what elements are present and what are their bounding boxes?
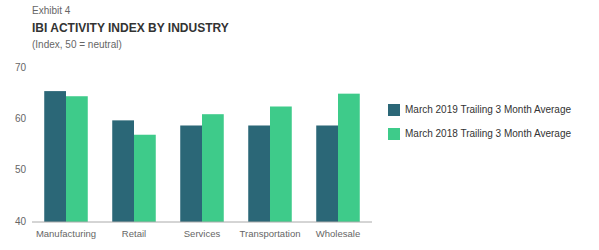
bar (44, 91, 66, 222)
bar (338, 94, 360, 222)
x-tick-label: Services (184, 228, 221, 239)
legend-swatch (388, 104, 400, 116)
subtitle: (Index, 50 = neutral) (32, 39, 122, 50)
x-tick-label: Retail (122, 228, 146, 239)
y-tick-label: 40 (15, 216, 27, 227)
y-tick-label: 70 (15, 62, 27, 73)
bar (180, 125, 202, 222)
y-tick-label: 50 (15, 164, 27, 175)
bars (44, 91, 360, 222)
bar (202, 114, 224, 222)
bar (316, 125, 338, 222)
bar (270, 107, 292, 223)
bar (248, 125, 270, 222)
chart-container: Exhibit 4 IBI ACTIVITY INDEX BY INDUSTRY (… (0, 0, 599, 250)
y-tick-label: 60 (15, 113, 27, 124)
x-tick-label: Wholesale (316, 228, 360, 239)
chart-svg: Exhibit 4 IBI ACTIVITY INDEX BY INDUSTRY (… (0, 0, 599, 250)
title: IBI ACTIVITY INDEX BY INDUSTRY (32, 21, 229, 35)
legend-swatch (388, 128, 400, 140)
legend-label: March 2019 Trailing 3 Month Average (405, 104, 571, 115)
bar (66, 96, 88, 222)
legend-label: March 2018 Trailing 3 Month Average (405, 128, 571, 139)
exhibit-label: Exhibit 4 (32, 5, 71, 16)
x-tick-label: Transportation (240, 228, 301, 239)
x-axis-line (32, 222, 372, 223)
bar (134, 135, 156, 222)
x-tick-label: Manufacturing (36, 228, 96, 239)
bar (112, 120, 134, 222)
